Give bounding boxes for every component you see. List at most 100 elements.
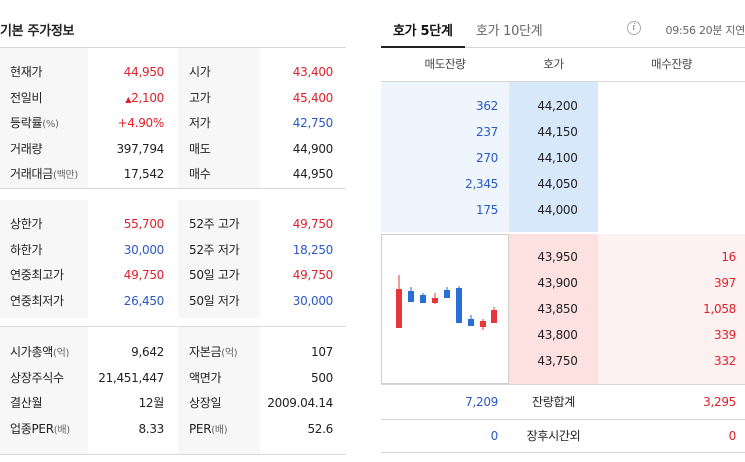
- bid-volume: 339: [713, 328, 736, 342]
- info-label: 50일 저가: [189, 293, 240, 308]
- bid-row: 43,900 397: [381, 271, 745, 296]
- info-row: 연중최고가 49,750 50일 고가 49,750: [0, 263, 346, 288]
- delay-time-label: 09:56 20분 지연: [665, 24, 745, 37]
- bid-price: 43,750: [537, 354, 578, 368]
- info-label: 52주 저가: [189, 242, 240, 257]
- bid-price: 43,800: [537, 328, 578, 342]
- total-remaining-row: 7,209 잔량합계 3,295: [381, 386, 745, 418]
- ask-row: 2,345 44,050: [381, 172, 745, 197]
- info-value: 45,400: [292, 90, 334, 105]
- info-value: 17,542: [123, 167, 165, 182]
- after-hours-buy-volume: 0: [728, 429, 737, 443]
- divider: [381, 452, 745, 453]
- ask-row: 270 44,100: [381, 146, 745, 171]
- info-value: ▲2,100: [125, 90, 164, 105]
- divider: [381, 384, 745, 385]
- info-label: 상장주식수: [10, 370, 64, 385]
- divider: [0, 326, 346, 327]
- ask-volume: 362: [475, 99, 498, 113]
- candle-body: [420, 295, 426, 303]
- divider: [0, 454, 346, 455]
- divider: [381, 47, 745, 48]
- info-label: 고가: [189, 90, 211, 105]
- info-row: 결산월 12월 상장일 2009.04.14: [0, 391, 346, 416]
- total-buy-volume: 3,295: [703, 395, 736, 409]
- info-row: 하한가 30,000 52주 저가 18,250: [0, 238, 346, 263]
- info-value: 8.33: [138, 421, 164, 436]
- info-label: 거래량: [10, 141, 43, 156]
- info-value: 21,451,447: [98, 370, 164, 385]
- buy-volume-header: 매수잔량: [650, 57, 693, 71]
- tab-5-levels[interactable]: 호가 5단계: [393, 24, 453, 39]
- info-label: 결산월: [10, 396, 43, 411]
- info-value: +4.90%: [117, 116, 165, 131]
- ask-price: 44,200: [537, 99, 578, 113]
- bid-volume: 16: [721, 250, 736, 264]
- info-label: 업종PER(배): [10, 421, 70, 436]
- info-label: 거래대금(백만): [10, 167, 78, 182]
- info-label: 등락률(%): [10, 116, 59, 131]
- info-label: 시가: [189, 65, 211, 79]
- company-info-group: 시가총액(억) 9,642 자본금(억) 107 상장주식수 21,451,447 액면가 5…: [0, 327, 346, 454]
- info-label: 상장일: [189, 396, 222, 411]
- info-row: 등락률(%) +4.90% 저가 42,750: [0, 111, 346, 136]
- bid-row: 43,950 16: [381, 245, 745, 270]
- ask-volume: 270: [475, 151, 498, 165]
- info-value: 18,250: [292, 242, 334, 257]
- price-header: 호가: [543, 57, 564, 71]
- bid-price: 43,950: [537, 250, 578, 264]
- ask-row: 237 44,150: [381, 120, 745, 145]
- info-value: 44,950: [123, 65, 165, 79]
- ask-volume: 175: [475, 203, 498, 217]
- total-sell-volume: 7,209: [465, 395, 498, 409]
- tab-10-levels[interactable]: 호가 10단계: [476, 24, 543, 39]
- ask-price: 44,050: [537, 177, 578, 191]
- ask-price: 44,000: [537, 203, 578, 217]
- info-row: 업종PER(배) 8.33 PER(배) 52.6: [0, 417, 346, 442]
- bid-price: 43,900: [537, 276, 578, 290]
- info-label: 상한가: [10, 217, 43, 231]
- order-book-panel: 호가 5단계 호가 10단계 i 09:56 20분 지연 매도잔량 호가 매수…: [381, 0, 745, 462]
- info-row: 현재가 44,950 시가 43,400: [0, 60, 346, 85]
- candle-body: [432, 298, 438, 303]
- info-icon[interactable]: i: [627, 21, 641, 35]
- divider: [0, 47, 346, 48]
- info-value: 43,400: [292, 65, 334, 79]
- info-row: 거래량 397,794 매도 44,900: [0, 137, 346, 162]
- info-label: 시가총액(억): [10, 345, 70, 359]
- bid-volume: 1,058: [703, 302, 736, 316]
- bid-row: 43,800 339: [381, 323, 745, 348]
- info-label: 매수: [189, 167, 211, 182]
- ask-volume: 2,345: [465, 177, 498, 191]
- info-row: 상장주식수 21,451,447 액면가 500: [0, 366, 346, 391]
- ask-row: 175 44,000: [381, 198, 745, 223]
- basic-stock-info-panel: 기본 주가정보 현재가 44,950 시가 43,400 전일비 ▲2,100 고가 45,4…: [0, 0, 346, 462]
- info-row: 시가총액(억) 9,642 자본금(억) 107: [0, 340, 346, 365]
- info-value: 55,700: [123, 217, 165, 231]
- ask-price: 44,150: [537, 125, 578, 139]
- price-info-group: 현재가 44,950 시가 43,400 전일비 ▲2,100 고가 45,400 등락률(%)…: [0, 48, 346, 188]
- info-value: 44,950: [292, 167, 334, 182]
- ask-price: 44,100: [537, 151, 578, 165]
- range-info-group: 상한가 55,700 52주 고가 49,750 하한가 30,000 52주 저가 18,2…: [0, 200, 346, 318]
- info-value: 2009.04.14: [267, 396, 333, 411]
- info-value: 12월: [138, 396, 165, 411]
- candle-body: [408, 291, 414, 302]
- info-label: 자본금(억): [189, 345, 238, 359]
- info-label: 액면가: [189, 370, 222, 385]
- info-label: 매도: [189, 141, 211, 156]
- info-value: 52.6: [307, 421, 333, 436]
- ask-row: 362 44,200: [381, 94, 745, 119]
- info-label: 현재가: [10, 65, 43, 79]
- panel-title: 기본 주가정보: [0, 24, 75, 39]
- bid-volume: 332: [713, 354, 736, 368]
- info-row: 거래대금(백만) 17,542 매수 44,950: [0, 162, 346, 187]
- info-row: 전일비 ▲2,100 고가 45,400: [0, 86, 346, 111]
- after-hours-sell-volume: 0: [490, 429, 499, 443]
- bid-row: 43,850 1,058: [381, 297, 745, 322]
- info-value: 49,750: [123, 268, 165, 283]
- bid-volume: 397: [713, 276, 736, 290]
- info-value: 9,642: [131, 345, 164, 359]
- ask-volume: 237: [475, 125, 498, 139]
- info-value: 42,750: [292, 116, 334, 131]
